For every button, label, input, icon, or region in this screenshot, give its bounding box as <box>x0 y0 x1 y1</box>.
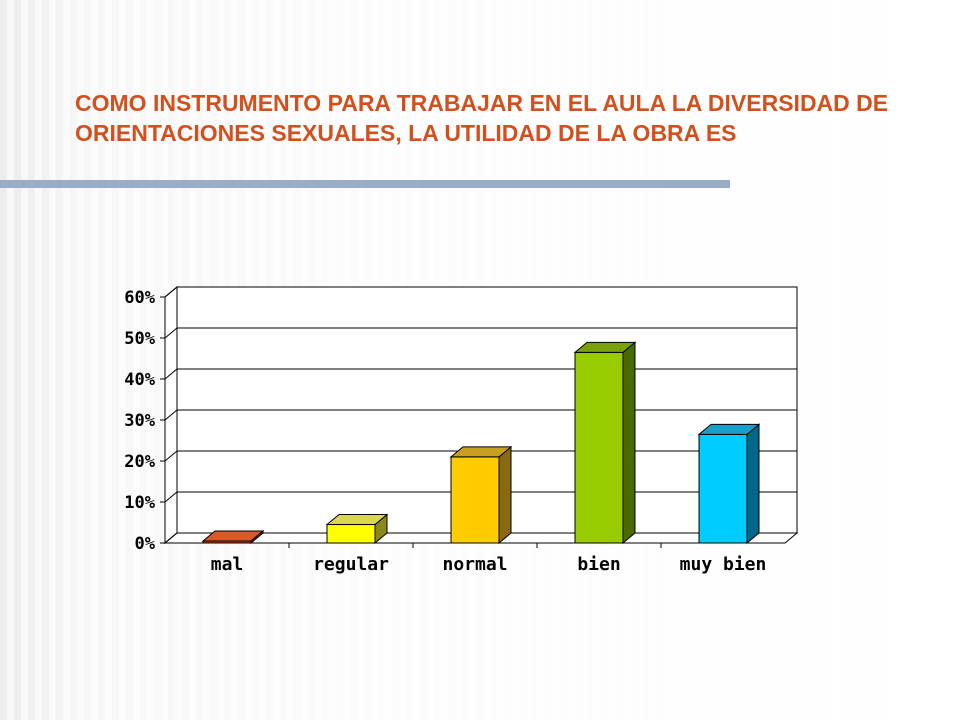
bar-front <box>326 524 376 544</box>
gridline <box>164 286 797 298</box>
y-tick-label: 30% <box>124 411 155 431</box>
x-tick-label: normal <box>442 554 507 575</box>
bars <box>201 341 761 545</box>
bar-top <box>573 341 637 353</box>
y-tick-label: 0% <box>135 534 156 554</box>
y-tick-label: 50% <box>124 329 155 349</box>
bar-regular <box>325 513 389 545</box>
bar-front <box>574 351 624 544</box>
bar-top <box>449 446 513 458</box>
bar-muy-bien <box>697 423 761 545</box>
bar-side <box>622 341 636 545</box>
bar-front <box>698 433 748 544</box>
x-axis-ticks: mal regular normal bien muy bien <box>211 543 767 575</box>
bar-front <box>450 456 500 544</box>
bar-side <box>746 423 760 545</box>
x-tick-label: regular <box>313 554 389 575</box>
bar-side <box>498 445 512 545</box>
slide-title: COMO INSTRUMENTO PARA TRABAJAR EN EL AUL… <box>75 90 889 146</box>
title-underline <box>0 180 730 188</box>
y-axis-ticks: 0% 10% 20% 30% 40% 50% 60% <box>124 288 165 554</box>
y-tick-label: 20% <box>124 452 155 472</box>
y-tick-label: 10% <box>124 493 155 513</box>
bar-normal <box>449 445 513 545</box>
bar-top <box>325 514 389 526</box>
y-tick-label: 60% <box>124 288 155 308</box>
x-tick-label: bien <box>577 554 620 575</box>
bar-top <box>201 530 265 542</box>
y-tick-label: 40% <box>124 370 155 390</box>
x-tick-label: muy bien <box>680 554 767 575</box>
bar-top <box>697 423 761 435</box>
x-tick-label: mal <box>211 554 244 575</box>
bar-mal <box>201 529 265 545</box>
gridline <box>164 327 797 339</box>
bar-bien <box>573 341 637 545</box>
